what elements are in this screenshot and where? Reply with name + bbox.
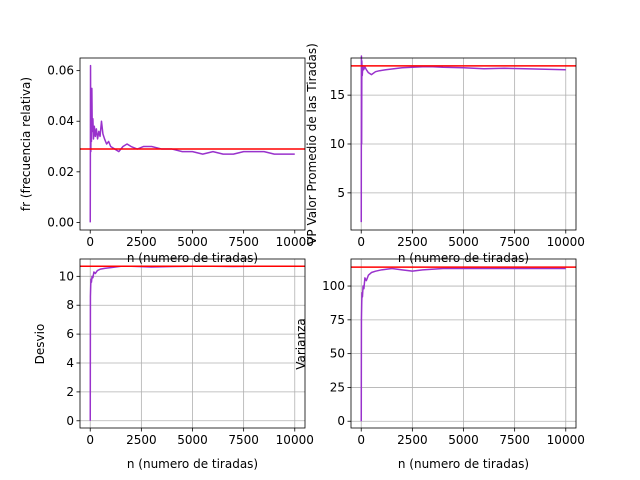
x-tick-label: 5000 — [177, 433, 208, 447]
y-axis-label-varianza: Varianza — [294, 318, 308, 370]
y-tick-label: 50 — [330, 347, 345, 361]
y-tick-label: 10 — [330, 137, 345, 151]
x-tick-label: 0 — [86, 433, 94, 447]
x-tick-label: 10000 — [276, 235, 314, 249]
x-tick-label: 7500 — [228, 433, 259, 447]
y-tick-label: 2 — [66, 385, 74, 399]
x-tick-label: 0 — [357, 433, 365, 447]
y-tick-label: 0.06 — [47, 64, 74, 78]
y-tick-label: 10 — [59, 269, 74, 283]
x-tick-label: 0 — [86, 235, 94, 249]
y-axis-label-desvio: Desvio — [33, 324, 47, 365]
x-tick-label: 5000 — [177, 235, 208, 249]
y-tick-label: 4 — [66, 356, 74, 370]
x-tick-label: 10000 — [276, 433, 314, 447]
series-line — [360, 55, 566, 223]
y-tick-label: 5 — [337, 186, 345, 200]
x-tick-label: 10000 — [547, 235, 585, 249]
x-tick-label: 2500 — [126, 235, 157, 249]
y-tick-label: 8 — [66, 298, 74, 312]
y-tick-label: 75 — [330, 313, 345, 327]
x-tick-label: 2500 — [397, 235, 428, 249]
y-tick-label: 0 — [337, 414, 345, 428]
x-tick-label: 7500 — [499, 235, 530, 249]
x-tick-label: 5000 — [448, 235, 479, 249]
y-tick-label: 0.02 — [47, 165, 74, 179]
y-axis-label-valor-promedio: VP Valor Promedio de las Tiradas) — [305, 43, 319, 245]
x-tick-label: 0 — [357, 235, 365, 249]
y-tick-label: 0 — [66, 414, 74, 428]
x-tick-label: 10000 — [547, 433, 585, 447]
chart-desvio: 0 2500 5000 7500 10000 0 2 4 6 8 10 — [59, 258, 314, 447]
x-tick-label: 7500 — [228, 235, 259, 249]
y-tick-label: 0.00 — [47, 215, 74, 229]
x-tick-label: 2500 — [126, 433, 157, 447]
x-tick-label: 2500 — [397, 433, 428, 447]
x-tick-label: 7500 — [499, 433, 530, 447]
chart-varianza: 0 2500 5000 7500 10000 0 25 50 75 100 — [322, 258, 585, 447]
chart-frecuencia-relativa: 0 2500 5000 7500 10000 0.00 0.02 0.04 0.06 — [47, 57, 314, 249]
x-axis-label-frecuencia: n (numero de tiradas) — [127, 251, 258, 265]
y-tick-label: 0.04 — [47, 114, 74, 128]
x-axis-label-varianza: n (numero de tiradas) — [398, 457, 529, 471]
y-tick-label: 15 — [330, 88, 345, 102]
y-tick-label: 6 — [66, 327, 74, 341]
y-tick-label: 100 — [322, 279, 345, 293]
series-line — [360, 267, 566, 422]
x-axis-label-desvio: n (numero de tiradas) — [127, 457, 258, 471]
y-tick-label: 25 — [330, 380, 345, 394]
y-axis-label-frecuencia: fr (frecuencia relativa) — [19, 77, 33, 211]
chart-valor-promedio: 0 2500 5000 7500 10000 5 10 15 — [330, 55, 585, 249]
x-tick-label: 5000 — [448, 433, 479, 447]
x-axis-label-valor-promedio: n (numero de tiradas) — [398, 251, 529, 265]
